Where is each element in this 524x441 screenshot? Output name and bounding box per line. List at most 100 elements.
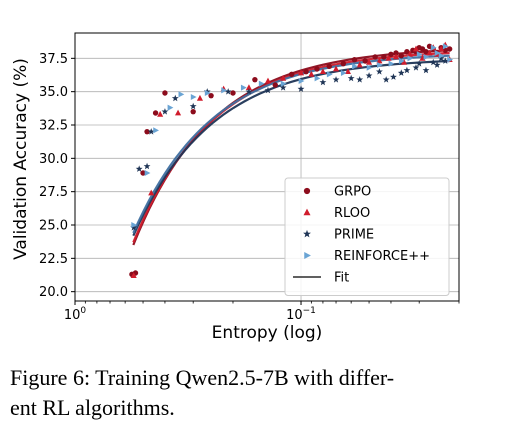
- point-rloo: [392, 53, 400, 60]
- x-tick-base: 10: [64, 308, 81, 323]
- point-reinforcepp: [340, 69, 347, 77]
- point-rloo: [426, 49, 433, 56]
- legend-label: GRPO: [334, 185, 371, 200]
- point-rloo: [157, 110, 164, 117]
- point-reinforcepp: [240, 84, 247, 91]
- y-tick-label: 37.5: [39, 52, 68, 67]
- point-rloo: [264, 77, 272, 84]
- y-tick-label: 30.0: [39, 152, 68, 167]
- point-reinforcepp: [438, 52, 445, 59]
- point-prime: [437, 54, 445, 62]
- y-axis-label: Validation Accuracy (%): [11, 58, 31, 260]
- point-prime: [365, 72, 373, 79]
- y-tick-label: 22.5: [39, 252, 68, 267]
- point-grpo: [162, 90, 168, 96]
- point-prime: [224, 88, 232, 95]
- point-grpo: [404, 48, 410, 55]
- point-grpo: [252, 76, 258, 83]
- point-grpo: [190, 108, 196, 115]
- point-prime: [382, 76, 390, 83]
- legend-label: RLOO: [334, 206, 370, 221]
- point-rloo: [401, 58, 408, 65]
- point-grpo: [362, 58, 368, 64]
- point-prime: [397, 69, 405, 76]
- point-prime: [441, 57, 449, 64]
- point-reinforcepp: [366, 64, 373, 71]
- point-grpo: [230, 90, 236, 96]
- point-grpo: [442, 47, 448, 54]
- point-rloo: [130, 272, 137, 279]
- point-reinforcepp: [314, 75, 321, 82]
- point-prime: [297, 85, 305, 92]
- point-grpo: [208, 92, 214, 99]
- fit-line-prime: [132, 59, 450, 237]
- point-grpo: [393, 50, 399, 56]
- point-grpo: [314, 66, 320, 72]
- point-reinforcepp: [167, 104, 174, 111]
- figure-caption: Figure 6: Training Qwen2.5-7B with diffe…: [10, 363, 515, 423]
- y-tick-label: 25.0: [39, 219, 68, 234]
- point-reinforcepp: [258, 80, 265, 87]
- point-prime: [347, 74, 355, 82]
- legend-label: PRIME: [334, 228, 374, 243]
- point-grpo: [288, 71, 295, 78]
- y-tick-label: 32.5: [39, 119, 68, 134]
- legend-label: Fit: [334, 271, 349, 286]
- legend-marker-rloo: [303, 208, 311, 216]
- point-prime: [143, 162, 151, 170]
- point-prime: [135, 165, 143, 172]
- x-tick-label: 100: [64, 306, 87, 323]
- point-reinforcepp: [416, 51, 423, 58]
- x-tick-base: 10: [286, 308, 303, 323]
- point-prime: [412, 64, 420, 71]
- point-grpo: [446, 46, 453, 52]
- plot-frame: [74, 32, 460, 302]
- point-reinforcepp: [190, 93, 197, 101]
- point-prime: [375, 68, 383, 75]
- point-reinforcepp: [423, 53, 430, 61]
- point-reinforcepp: [178, 91, 185, 98]
- point-prime: [245, 88, 253, 95]
- point-reinforcepp: [280, 80, 287, 87]
- point-prime: [332, 76, 340, 83]
- point-prime: [147, 128, 155, 135]
- point-reinforcepp: [131, 221, 138, 229]
- point-grpo: [423, 48, 429, 55]
- legend-frame: [284, 177, 450, 296]
- point-reinforcepp: [352, 63, 358, 70]
- point-reinforcepp: [221, 87, 228, 94]
- point-reinforcepp: [430, 44, 437, 51]
- point-rloo: [297, 69, 305, 76]
- point-rloo: [412, 45, 420, 52]
- point-reinforcepp: [398, 57, 405, 65]
- point-prime: [319, 78, 327, 86]
- point-prime: [189, 102, 197, 110]
- point-grpo: [326, 63, 332, 70]
- point-reinforcepp: [326, 71, 333, 78]
- point-rloo: [376, 57, 383, 64]
- point-prime: [279, 84, 287, 91]
- x-tick-exponent: −1: [303, 306, 316, 316]
- y-tick-label: 35.0: [39, 85, 68, 100]
- point-grpo: [340, 60, 347, 67]
- point-prime: [422, 66, 430, 74]
- legend-label: REINFORCE++: [334, 249, 430, 264]
- scatter-markers: [129, 41, 454, 279]
- y-tick-label: 20.0: [39, 285, 68, 300]
- point-grpo: [303, 68, 309, 75]
- point-reinforcepp: [388, 60, 395, 67]
- x-tick-exponent: 0: [80, 306, 86, 316]
- point-rloo: [308, 70, 315, 77]
- point-grpo: [140, 170, 146, 176]
- point-rloo: [356, 61, 363, 68]
- point-grpo: [372, 54, 378, 60]
- point-grpo: [398, 52, 405, 59]
- point-reinforcepp: [204, 89, 211, 97]
- legend-marker-reinforcepp: [304, 251, 311, 260]
- point-prime: [356, 76, 364, 83]
- point-prime: [161, 108, 169, 115]
- point-rloo: [196, 94, 204, 101]
- legend: GRPO RLOO PRIME REINFORCE++ Fit: [284, 177, 450, 296]
- y-tick-label: 27.5: [39, 185, 68, 200]
